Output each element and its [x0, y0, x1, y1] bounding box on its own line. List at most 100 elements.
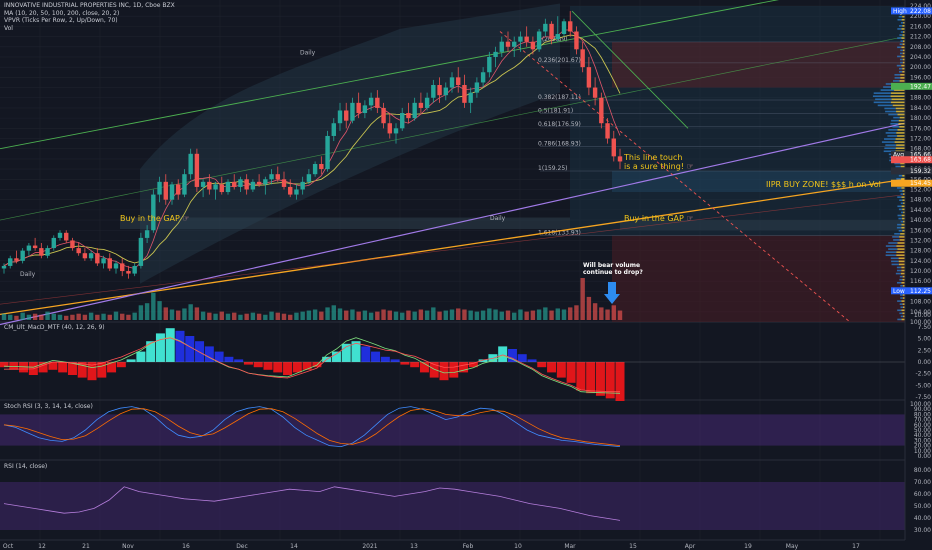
vpvr-bar-down	[890, 95, 905, 98]
volume-bar	[157, 301, 162, 320]
hand-pointer-icon: ☞	[182, 214, 190, 223]
price-tick-label: 132.00	[910, 237, 931, 244]
vpvr-bar-up	[899, 278, 903, 281]
price-badge-label: Low	[893, 288, 905, 295]
candle-body	[39, 248, 44, 256]
macd-histogram-bar	[195, 341, 205, 362]
volume-bar	[70, 314, 75, 320]
candle-body	[368, 97, 374, 106]
volume-bar	[269, 311, 274, 320]
hand-pointer-icon: ☞	[686, 214, 694, 223]
fib-label: 1.618(133.93)	[538, 230, 581, 237]
vpvr-bar-down	[901, 28, 905, 30]
vpvr-bar-up	[897, 318, 902, 321]
price-tick-label: 136.00	[910, 227, 931, 234]
candle-body	[312, 164, 318, 175]
volume-bar	[462, 309, 467, 320]
volume-bar	[144, 303, 150, 320]
vpvr-bar-up	[897, 196, 902, 198]
candle-body	[617, 156, 623, 162]
volume-bar	[617, 310, 623, 320]
rsi-tick-label: 80.00	[914, 467, 931, 474]
volume-bar	[32, 313, 38, 320]
macd-tick-label: 10.00	[914, 312, 931, 319]
vpvr-bar-down	[895, 147, 905, 149]
vpvr-bar-down	[901, 318, 905, 321]
bollinger-band	[140, 3, 560, 284]
vpvr-bar-up	[892, 80, 900, 82]
vpvr-bar-up	[899, 190, 903, 192]
candle-body	[362, 105, 368, 114]
legend-vpvr[interactable]: VPVR (Ticks Per Row, 2, Up/Down, 70)	[4, 17, 118, 24]
volume-bar	[238, 314, 243, 320]
candle-body	[294, 189, 299, 195]
volume-bar	[599, 307, 604, 320]
price-tick-label: 184.00	[910, 105, 931, 112]
candle-body	[213, 184, 218, 190]
macd-histogram-bar	[586, 362, 596, 394]
vpvr-bar-down	[902, 40, 905, 42]
volume-bar	[424, 310, 430, 320]
vpvr-bar-up	[899, 312, 903, 315]
volume-bar	[176, 310, 181, 320]
macd-histogram-bar	[175, 330, 185, 362]
vpvr-bar-up	[893, 116, 900, 119]
buy-zone-label: IIPR BUY ZONE! $$$ h on Vol	[766, 180, 881, 189]
macd-histogram-bar	[527, 359, 537, 362]
macd-histogram-bar	[273, 362, 283, 373]
rsi-title[interactable]: RSI (14, close)	[4, 463, 48, 470]
candle-body	[400, 113, 405, 129]
volume-bar	[499, 311, 504, 320]
candle-body	[300, 181, 305, 190]
volume-bar	[113, 311, 119, 320]
vpvr-bar-up	[897, 18, 902, 21]
vpvr-bar-up	[885, 110, 897, 113]
vpvr-bar-up	[891, 263, 899, 266]
vpvr-bar-down	[900, 162, 905, 165]
volume-bar	[325, 307, 330, 320]
macd-histogram-bar	[410, 362, 420, 368]
time-tick-label: 17	[852, 543, 860, 550]
vpvr-bar-down	[901, 269, 905, 272]
vpvr-bar-down	[898, 263, 905, 266]
candle-body	[256, 181, 262, 185]
candle-body	[70, 240, 75, 249]
vpvr-bar-down	[902, 275, 905, 278]
volume-bar	[592, 303, 598, 320]
vpvr-bar-down	[901, 300, 905, 302]
vpvr-bar-down	[902, 297, 905, 299]
vpvr-bar-down	[902, 34, 905, 36]
time-tick-label: Feb	[463, 543, 474, 550]
legend-volume[interactable]: Vol	[4, 24, 13, 32]
volume-bar	[356, 311, 361, 320]
price-candles	[1, 11, 623, 279]
volume-bar	[8, 314, 13, 320]
volume-bar	[344, 310, 349, 320]
stoch-title[interactable]: Stoch RSI (3, 3, 14, 14, close)	[4, 403, 93, 410]
vpvr-bar-up	[884, 147, 896, 149]
candle-body	[431, 85, 436, 98]
vpvr-bar-down	[902, 49, 905, 52]
candle-body	[568, 21, 573, 32]
rsi-band	[0, 482, 905, 530]
volume-bar	[412, 311, 417, 320]
vpvr-bar-up	[900, 211, 904, 214]
candle-body	[14, 258, 19, 261]
legend-ma[interactable]: MA (10, 20, 50, 100, 200, close, 20, 2)	[4, 9, 120, 17]
macd-histogram-bar	[439, 362, 449, 381]
legend-symbol[interactable]: INNOVATIVE INDUSTRIAL PROPERTIES INC, 1D…	[4, 2, 175, 9]
candle-body	[543, 23, 548, 32]
stoch-tick-label: 0.00	[918, 453, 932, 460]
bear-volume-note: Will bear volume continue to drop?	[583, 262, 643, 276]
candle-body	[462, 85, 467, 103]
macd-title[interactable]: CM_Ult_MacD_MTF (40, 12, 26, 9)	[4, 324, 105, 331]
vpvr-bar-up	[885, 144, 897, 146]
macd-histogram-bar	[547, 362, 557, 373]
volume-bar	[437, 311, 442, 320]
fib-label: 0.5(181.91)	[538, 107, 573, 114]
price-tick-label: 208.00	[910, 44, 931, 51]
vpvr-bar-up	[885, 245, 897, 247]
candle-body	[487, 56, 492, 73]
price-badge-value: 165.66	[910, 152, 931, 159]
